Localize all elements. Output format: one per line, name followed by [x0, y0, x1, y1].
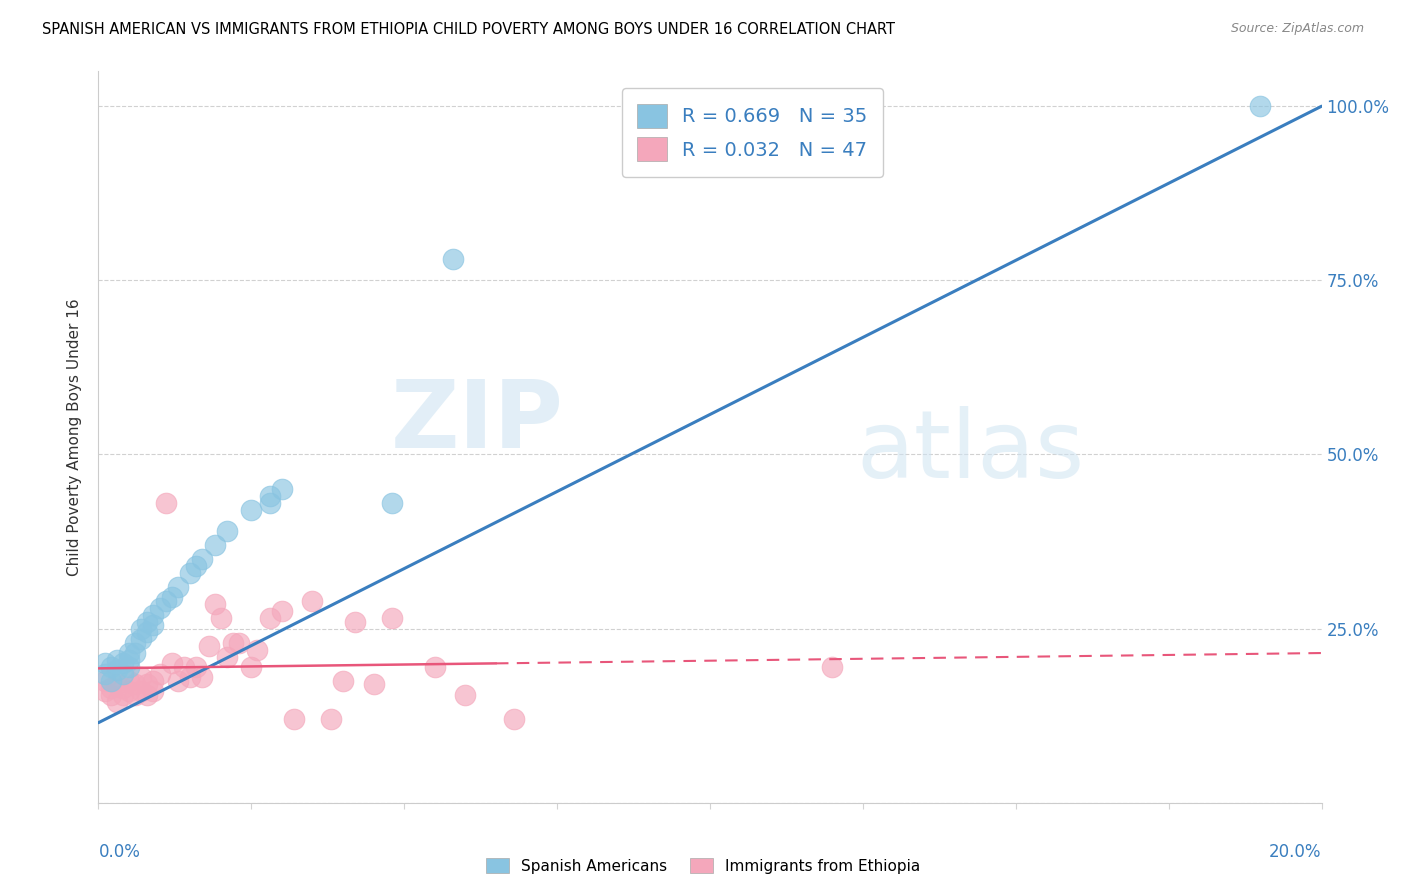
Point — [100, 681, 122, 695]
Point — [129, 670, 152, 684]
Point — [381, 496, 404, 510]
Legend: R = 0.669   N = 35, R = 0.032   N = 47: R = 0.669 N = 35, R = 0.032 N = 47 — [621, 88, 883, 177]
Point — [100, 673, 122, 688]
Point — [167, 580, 190, 594]
Point — [259, 496, 281, 510]
Point — [240, 660, 263, 674]
Point — [246, 642, 269, 657]
Point — [319, 712, 342, 726]
Point — [197, 639, 219, 653]
Point — [111, 667, 134, 681]
Text: ZIP: ZIP — [391, 376, 564, 468]
Point — [204, 538, 226, 552]
Point — [105, 677, 128, 691]
Point — [503, 712, 526, 726]
Point — [381, 611, 404, 625]
Point — [93, 667, 115, 681]
Point — [204, 597, 226, 611]
Point — [118, 673, 141, 688]
Point — [111, 657, 134, 671]
Point — [129, 632, 152, 646]
Point — [124, 635, 146, 649]
Point — [100, 660, 122, 674]
Text: Source: ZipAtlas.com: Source: ZipAtlas.com — [1230, 22, 1364, 36]
Point — [441, 252, 464, 267]
Point — [167, 673, 190, 688]
Point — [344, 615, 367, 629]
Point — [111, 681, 134, 695]
Point — [100, 688, 122, 702]
Point — [118, 653, 141, 667]
Point — [124, 688, 146, 702]
Point — [136, 625, 159, 640]
Point — [129, 684, 152, 698]
Point — [124, 677, 146, 691]
Point — [129, 622, 152, 636]
Point — [118, 684, 141, 698]
Y-axis label: Child Poverty Among Boys Under 16: Child Poverty Among Boys Under 16 — [67, 298, 83, 576]
Point — [222, 635, 245, 649]
Point — [160, 657, 183, 671]
Point — [105, 664, 128, 678]
Point — [209, 611, 232, 625]
Point — [270, 483, 292, 497]
Point — [173, 660, 195, 674]
Text: 0.0%: 0.0% — [98, 843, 141, 861]
Point — [93, 657, 115, 671]
Point — [332, 673, 354, 688]
Point — [259, 489, 281, 503]
Text: atlas: atlas — [856, 406, 1085, 498]
Point — [149, 600, 172, 615]
Point — [179, 670, 201, 684]
Point — [215, 524, 238, 538]
Text: 20.0%: 20.0% — [1270, 843, 1322, 861]
Point — [191, 670, 214, 684]
Point — [228, 635, 250, 649]
Point — [1249, 99, 1271, 113]
Point — [155, 496, 177, 510]
Point — [259, 611, 281, 625]
Point — [821, 660, 844, 674]
Point — [111, 688, 134, 702]
Point — [105, 653, 128, 667]
Point — [136, 677, 159, 691]
Point — [215, 649, 238, 664]
Point — [301, 594, 323, 608]
Point — [142, 618, 165, 632]
Point — [454, 688, 477, 702]
Point — [93, 673, 115, 688]
Point — [136, 688, 159, 702]
Legend: Spanish Americans, Immigrants from Ethiopia: Spanish Americans, Immigrants from Ethio… — [479, 852, 927, 880]
Point — [186, 558, 208, 573]
Point — [136, 615, 159, 629]
Point — [124, 646, 146, 660]
Point — [93, 684, 115, 698]
Point — [118, 660, 141, 674]
Point — [149, 667, 172, 681]
Point — [155, 594, 177, 608]
Point — [160, 591, 183, 605]
Text: SPANISH AMERICAN VS IMMIGRANTS FROM ETHIOPIA CHILD POVERTY AMONG BOYS UNDER 16 C: SPANISH AMERICAN VS IMMIGRANTS FROM ETHI… — [42, 22, 896, 37]
Point — [179, 566, 201, 580]
Point — [423, 660, 446, 674]
Point — [270, 604, 292, 618]
Point — [191, 552, 214, 566]
Point — [118, 646, 141, 660]
Point — [142, 607, 165, 622]
Point — [186, 660, 208, 674]
Point — [240, 503, 263, 517]
Point — [363, 677, 385, 691]
Point — [105, 695, 128, 709]
Point — [142, 684, 165, 698]
Point — [142, 673, 165, 688]
Point — [283, 712, 305, 726]
